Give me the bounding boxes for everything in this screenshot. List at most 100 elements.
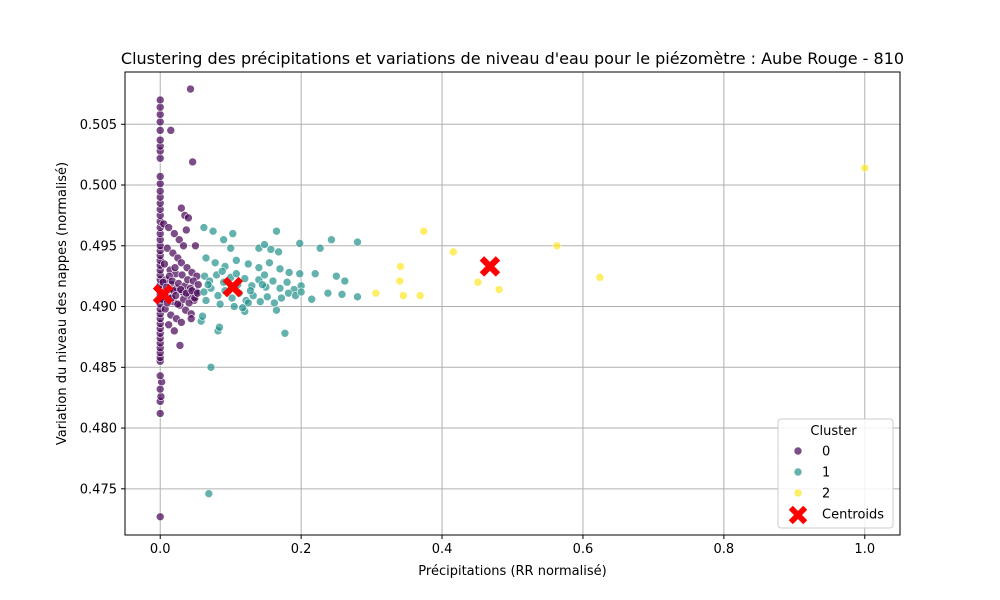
chart-title: Clustering des précipitations et variati… bbox=[121, 49, 904, 68]
cluster-1-point bbox=[258, 280, 267, 289]
cluster-1-point bbox=[254, 263, 264, 272]
cluster-1-point bbox=[199, 287, 209, 297]
x-tick-label: 0.6 bbox=[573, 542, 594, 557]
cluster-1-point bbox=[307, 294, 317, 304]
cluster-1-point bbox=[227, 293, 237, 303]
centroid-marker bbox=[222, 276, 244, 298]
cluster-0-point bbox=[155, 126, 165, 135]
legend-label: Centroids bbox=[822, 508, 884, 523]
y-axis-label: Variation du niveau des nappes (normalis… bbox=[55, 162, 70, 445]
cluster-1-point bbox=[327, 235, 336, 245]
y-tick-label: 0.480 bbox=[80, 422, 117, 437]
cluster-2-point bbox=[494, 285, 504, 294]
y-tick-label: 0.485 bbox=[80, 361, 117, 376]
cluster-0-point bbox=[170, 326, 179, 336]
cluster-1-point bbox=[272, 305, 281, 315]
y-tick-label: 0.495 bbox=[80, 239, 117, 254]
legend-marker-centroids bbox=[788, 505, 808, 525]
cluster-0-point bbox=[155, 102, 165, 112]
cluster-1-point bbox=[332, 271, 341, 281]
cluster-2-point bbox=[396, 262, 405, 271]
cluster-1-point bbox=[238, 303, 247, 313]
cluster-1-point bbox=[204, 489, 214, 498]
cluster-1-point bbox=[295, 269, 305, 279]
cluster-1-point bbox=[277, 293, 286, 303]
cluster-1-point bbox=[210, 258, 220, 268]
cluster-0-point bbox=[177, 318, 186, 327]
cluster-1-point bbox=[206, 362, 216, 372]
cluster-1-point bbox=[265, 258, 274, 268]
cluster-1-point bbox=[215, 322, 224, 332]
cluster-1-point bbox=[226, 243, 235, 253]
cluster-0-point bbox=[166, 126, 176, 135]
cluster-1-point bbox=[296, 287, 306, 297]
cluster-0-point bbox=[174, 235, 184, 245]
cluster-1-point bbox=[255, 297, 265, 306]
cluster-1-point bbox=[219, 235, 228, 245]
cluster-1-point bbox=[270, 298, 279, 308]
centroid-markers bbox=[152, 256, 501, 305]
cluster-2-point bbox=[449, 247, 458, 257]
cluster-2-point bbox=[395, 276, 405, 286]
cluster-1-point bbox=[353, 292, 362, 302]
cluster-1-point bbox=[275, 264, 285, 274]
cluster-1-point bbox=[228, 229, 238, 238]
cluster-0-point bbox=[184, 213, 193, 223]
cluster-0-point bbox=[155, 179, 165, 189]
cluster-1-point bbox=[323, 288, 333, 298]
cluster-2-point bbox=[415, 291, 425, 300]
cluster-0-point bbox=[186, 314, 196, 323]
legend-marker-cluster-2 bbox=[793, 488, 803, 498]
cluster-0-point bbox=[177, 258, 186, 268]
cluster-0-point bbox=[160, 259, 169, 269]
cluster-0-point bbox=[155, 110, 165, 119]
x-axis-label: Précipitations (RR normalisé) bbox=[418, 564, 606, 579]
cluster-1-point bbox=[201, 253, 211, 263]
cluster-1-point bbox=[295, 239, 305, 248]
cluster-1-point bbox=[232, 269, 241, 279]
y-axis-ticks: 0.475 0.480 0.485 0.490 0.495 0.500 0.505 bbox=[80, 118, 125, 497]
y-tick-label: 0.505 bbox=[80, 118, 117, 133]
cluster-0-point bbox=[170, 263, 180, 272]
cluster-0-point bbox=[164, 223, 173, 232]
cluster-1-point bbox=[282, 277, 292, 287]
cluster-0-point bbox=[155, 135, 165, 145]
cluster-2-point bbox=[552, 241, 562, 251]
cluster-0-point bbox=[170, 229, 179, 238]
cluster-0-point bbox=[155, 371, 165, 381]
cluster-1-point bbox=[232, 256, 241, 265]
cluster-2-point bbox=[473, 277, 483, 287]
cluster-1-point bbox=[243, 298, 253, 308]
cluster-0-point bbox=[186, 84, 195, 94]
plot-frame bbox=[124, 71, 901, 536]
x-tick-label: 1.0 bbox=[854, 542, 875, 557]
cluster-1-point bbox=[199, 223, 209, 232]
cluster-0-point bbox=[188, 157, 197, 167]
cluster-0-point bbox=[177, 203, 186, 213]
cluster-2-point bbox=[398, 291, 408, 300]
legend-marker-cluster-1 bbox=[793, 467, 803, 477]
data-points bbox=[155, 84, 870, 522]
cluster-1-point bbox=[198, 311, 207, 321]
y-tick-label: 0.490 bbox=[80, 300, 117, 315]
cluster-2-point bbox=[419, 226, 429, 236]
cluster-0-point bbox=[155, 512, 165, 522]
cluster-2-point bbox=[860, 163, 870, 173]
cluster-0-point bbox=[173, 299, 183, 309]
cluster-1-point bbox=[229, 302, 239, 311]
cluster-2-point bbox=[371, 288, 381, 298]
cluster-0-point bbox=[191, 241, 200, 251]
cluster-1-point bbox=[203, 280, 213, 289]
cluster-0-point bbox=[155, 384, 165, 394]
cluster-0-point bbox=[155, 172, 165, 181]
cluster-0-point bbox=[164, 320, 173, 330]
cluster-0-point bbox=[155, 117, 165, 127]
legend-box bbox=[777, 418, 894, 529]
cluster-1-point bbox=[243, 259, 253, 269]
x-tick-label: 0.8 bbox=[714, 542, 735, 557]
x-tick-label: 0.2 bbox=[291, 542, 312, 557]
cluster-1-point bbox=[217, 266, 227, 276]
legend-marker-cluster-0 bbox=[793, 446, 803, 456]
cluster-1-point bbox=[280, 328, 290, 338]
cluster-0-point bbox=[155, 153, 165, 163]
